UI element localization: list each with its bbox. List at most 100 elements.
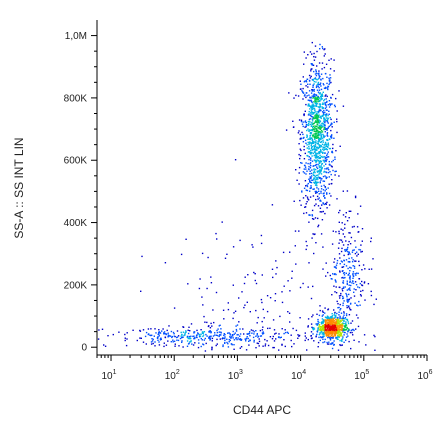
event-point	[320, 166, 322, 168]
event-point	[318, 144, 321, 146]
event-point	[257, 335, 260, 337]
event-point	[332, 273, 334, 275]
event-point	[352, 259, 354, 261]
event-point	[330, 317, 333, 320]
event-point	[347, 335, 349, 337]
event-point	[246, 336, 248, 338]
event-point	[340, 260, 343, 262]
event-point	[335, 321, 338, 323]
event-point	[145, 343, 147, 345]
y-tick-label: 400K	[64, 218, 88, 229]
event-point	[312, 106, 314, 109]
event-point	[301, 123, 304, 125]
event-point	[357, 213, 359, 215]
event-point	[353, 339, 355, 341]
event-point	[314, 145, 316, 147]
event-point	[320, 127, 322, 130]
event-point	[324, 117, 326, 119]
event-point	[245, 340, 247, 342]
event-point	[305, 168, 307, 170]
event-point	[355, 328, 357, 330]
event-point	[350, 284, 352, 287]
event-point	[340, 228, 342, 230]
event-point	[321, 94, 324, 96]
event-point	[319, 106, 322, 108]
event-point	[229, 334, 232, 336]
event-point	[316, 181, 318, 183]
event-point	[321, 129, 323, 132]
event-point	[316, 111, 319, 113]
event-point	[342, 316, 344, 318]
event-point	[304, 166, 307, 168]
event-point	[159, 338, 162, 340]
event-point	[193, 331, 195, 333]
event-point	[370, 294, 373, 297]
event-point	[248, 332, 251, 335]
event-point	[314, 174, 316, 177]
event-point	[322, 139, 324, 141]
event-point	[331, 323, 333, 326]
event-point	[360, 295, 362, 297]
event-point	[316, 115, 318, 117]
event-point	[326, 315, 329, 317]
event-point	[321, 68, 323, 70]
event-point	[302, 76, 304, 78]
event-point	[297, 95, 300, 97]
event-point	[173, 340, 176, 342]
event-point	[322, 324, 324, 327]
event-point	[350, 302, 352, 305]
event-point	[166, 329, 168, 332]
event-point	[312, 106, 314, 108]
event-point	[334, 311, 336, 314]
event-point	[340, 329, 343, 332]
x-tick-base: 10	[165, 371, 177, 382]
event-point	[326, 133, 328, 135]
event-point	[321, 103, 324, 105]
event-point	[346, 306, 348, 309]
event-point	[208, 337, 211, 339]
event-point	[310, 177, 312, 179]
event-point	[313, 328, 316, 330]
event-point	[346, 298, 348, 301]
event-point	[329, 77, 332, 79]
event-point	[316, 187, 318, 189]
event-point	[271, 268, 274, 270]
event-point	[305, 92, 307, 94]
event-point	[171, 336, 173, 339]
event-point	[318, 86, 320, 89]
event-point	[307, 124, 309, 126]
event-point	[322, 338, 324, 340]
event-point	[324, 159, 326, 162]
event-point	[334, 321, 337, 323]
event-point	[319, 92, 321, 94]
event-point	[352, 249, 354, 252]
event-point	[321, 310, 324, 312]
event-point	[303, 172, 306, 174]
event-point	[158, 341, 160, 343]
event-point	[186, 345, 189, 347]
event-point	[356, 226, 359, 228]
event-point	[151, 340, 154, 342]
event-point	[313, 177, 315, 179]
event-point	[312, 173, 314, 175]
event-point	[339, 263, 341, 265]
event-point	[342, 302, 344, 304]
event-point	[310, 331, 313, 333]
event-point	[307, 182, 309, 185]
event-point	[357, 317, 359, 319]
event-point	[176, 330, 179, 332]
event-point	[319, 120, 322, 123]
event-point	[311, 179, 313, 181]
event-point	[344, 250, 347, 252]
event-point	[345, 314, 348, 317]
event-point	[328, 163, 331, 165]
event-point	[317, 146, 319, 148]
event-point	[332, 330, 335, 333]
event-point	[201, 296, 203, 298]
event-point	[333, 266, 336, 268]
x-axis-title: CD44 APC	[233, 403, 291, 417]
event-point	[311, 90, 313, 92]
event-point	[302, 197, 305, 199]
event-point	[230, 343, 233, 345]
event-point	[316, 159, 319, 161]
